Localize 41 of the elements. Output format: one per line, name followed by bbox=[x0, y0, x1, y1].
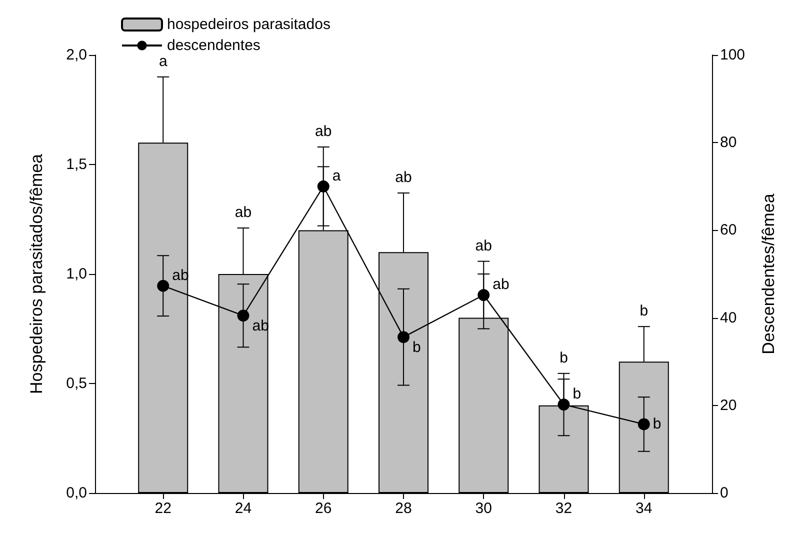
annotation: ab bbox=[475, 237, 492, 254]
y2-tick-label: 0 bbox=[720, 484, 728, 502]
point bbox=[317, 180, 330, 192]
annotation: a bbox=[158, 52, 168, 70]
point bbox=[638, 418, 650, 430]
y2-tick-label: 40 bbox=[720, 309, 737, 326]
y-tick-label: 1,0 bbox=[66, 266, 87, 282]
legend-label: hospedeiros parasitados bbox=[167, 16, 330, 33]
point bbox=[237, 310, 250, 322]
y2-axis-title: Descendentes/fêmea bbox=[759, 193, 778, 354]
y-tick-label: 0,5 bbox=[66, 375, 87, 392]
annotation: b bbox=[560, 349, 568, 366]
y2-tick-label: 100 bbox=[720, 46, 746, 64]
point bbox=[558, 398, 570, 411]
annotation: ab bbox=[395, 168, 412, 186]
y2-tick-label: 20 bbox=[720, 396, 737, 414]
x-tick-label: 34 bbox=[636, 500, 652, 517]
annotation: ab bbox=[315, 122, 332, 140]
annotation: b bbox=[640, 302, 648, 320]
annotation: ab bbox=[234, 204, 252, 222]
legend-label: descendentes bbox=[167, 37, 260, 54]
annotation: b bbox=[572, 386, 582, 403]
annotation: b bbox=[652, 416, 662, 433]
y-tick-label: 0,0 bbox=[66, 484, 87, 502]
y-tick-label: 2,0 bbox=[66, 46, 87, 64]
point bbox=[478, 289, 490, 302]
annotation: ab bbox=[492, 276, 510, 294]
annotation: a bbox=[332, 167, 342, 184]
y2-tick-label: 60 bbox=[720, 222, 737, 239]
y-tick-label: 1,5 bbox=[66, 156, 87, 173]
annotation: b bbox=[412, 339, 421, 356]
x-tick-label: 30 bbox=[475, 500, 492, 517]
y-axis-title: Hospedeiros parasitados/fêmea bbox=[27, 153, 46, 394]
x-tick-label: 28 bbox=[395, 500, 412, 517]
y2-tick-label: 80 bbox=[720, 134, 737, 152]
x-tick-label: 32 bbox=[555, 500, 572, 517]
x-tick-label: 26 bbox=[315, 500, 332, 517]
x-tick-label: 24 bbox=[234, 500, 252, 517]
point bbox=[157, 280, 170, 292]
point bbox=[398, 331, 410, 344]
x-tick-label: 22 bbox=[154, 500, 172, 517]
